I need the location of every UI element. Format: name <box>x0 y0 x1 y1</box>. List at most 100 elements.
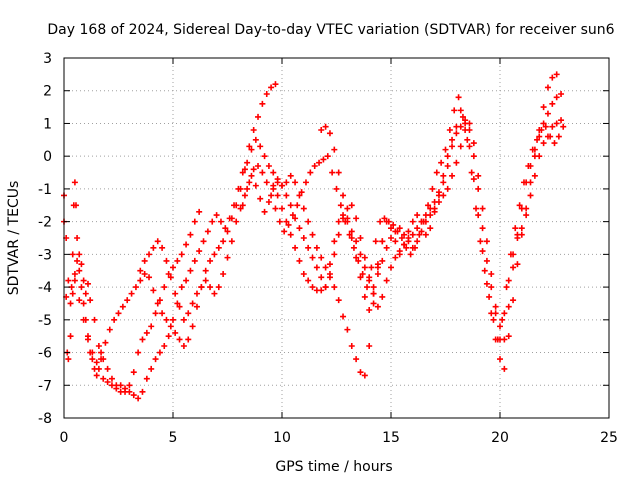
data-point <box>427 205 434 212</box>
data-point <box>453 159 460 166</box>
data-point <box>335 218 342 225</box>
data-point <box>74 257 81 264</box>
data-point <box>542 123 549 130</box>
data-point <box>76 267 83 274</box>
data-point <box>80 316 87 323</box>
data-point <box>544 84 551 91</box>
data-point <box>501 365 508 372</box>
data-point <box>553 71 560 78</box>
data-point <box>287 202 294 209</box>
data-point <box>318 287 325 294</box>
axis-ticks <box>63 57 610 419</box>
x-tick-label: 5 <box>169 430 178 446</box>
data-point <box>516 202 523 209</box>
data-point <box>335 297 342 304</box>
data-point <box>348 235 355 241</box>
data-point <box>167 323 174 330</box>
data-point <box>492 303 499 310</box>
data-point <box>113 382 120 389</box>
data-point <box>492 310 499 317</box>
data-point <box>71 277 78 284</box>
data-point <box>302 179 309 186</box>
data-point <box>444 153 451 160</box>
data-point <box>331 238 338 245</box>
x-tick-label: 10 <box>273 430 291 446</box>
data-point <box>470 140 477 147</box>
data-point <box>483 280 490 287</box>
data-point <box>228 215 235 222</box>
data-point <box>76 297 83 304</box>
data-point <box>503 284 510 291</box>
data-point <box>518 205 525 212</box>
data-point <box>259 169 266 176</box>
data-point <box>108 375 115 382</box>
data-point <box>422 212 429 219</box>
data-point <box>313 264 320 271</box>
data-point <box>111 316 118 323</box>
data-point <box>353 356 360 363</box>
data-point <box>287 172 294 179</box>
data-point <box>244 159 251 166</box>
data-point <box>296 257 303 264</box>
data-point <box>209 218 216 225</box>
y-axis-label: SDTVAR / TECUs <box>6 181 22 296</box>
data-point <box>549 100 556 107</box>
data-point <box>248 172 255 179</box>
y-tick-label: 3 <box>43 51 52 67</box>
data-point <box>285 221 292 228</box>
data-point <box>174 300 181 307</box>
data-point <box>449 136 456 143</box>
data-point <box>89 349 96 356</box>
data-point <box>326 130 333 137</box>
data-point <box>233 218 240 225</box>
data-point <box>211 290 218 297</box>
data-point <box>309 284 316 291</box>
data-point <box>459 113 466 120</box>
data-point <box>270 169 277 176</box>
data-point <box>259 100 266 107</box>
data-point <box>207 257 214 264</box>
data-point <box>383 218 390 225</box>
data-point <box>544 133 551 140</box>
data-point <box>250 127 257 133</box>
x-tick-label: 0 <box>60 430 69 446</box>
data-point <box>510 251 517 258</box>
data-point <box>178 284 185 291</box>
data-point <box>135 349 142 356</box>
data-point <box>215 284 222 291</box>
data-point <box>536 127 543 133</box>
data-point <box>531 146 538 153</box>
data-point <box>357 274 364 281</box>
data-point <box>335 231 342 238</box>
data-point <box>414 212 421 219</box>
data-point <box>433 169 440 176</box>
data-point <box>514 261 521 268</box>
data-point <box>163 257 170 264</box>
data-point <box>224 228 231 235</box>
data-point <box>183 277 190 284</box>
data-point <box>475 185 482 192</box>
data-point <box>106 326 113 333</box>
data-point <box>398 235 405 241</box>
data-point <box>501 310 508 317</box>
data-point <box>431 199 438 205</box>
data-point <box>204 228 211 235</box>
data-point <box>69 251 76 258</box>
data-point <box>268 84 275 91</box>
data-point <box>198 284 205 291</box>
data-point <box>224 254 231 261</box>
data-point <box>296 192 303 199</box>
data-point <box>457 107 464 114</box>
data-point <box>316 159 323 166</box>
data-point <box>252 136 259 143</box>
data-point <box>261 153 268 160</box>
data-point <box>305 244 312 251</box>
data-point <box>497 356 503 363</box>
data-point <box>337 202 344 209</box>
data-point <box>84 280 91 287</box>
data-point <box>429 185 436 192</box>
data-point <box>257 143 264 150</box>
data-point <box>396 225 403 232</box>
data-point <box>392 238 399 245</box>
data-point <box>558 117 565 124</box>
